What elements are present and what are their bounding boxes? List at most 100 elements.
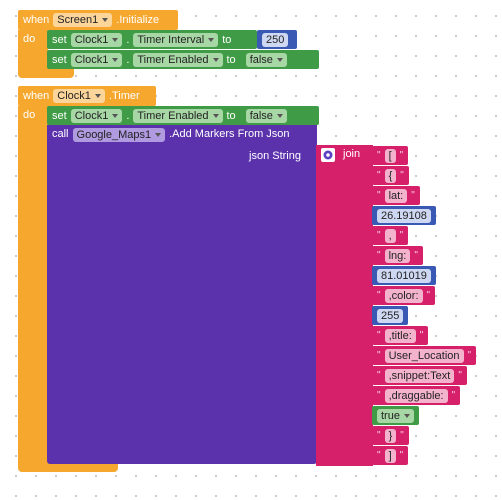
number-value[interactable]: 250 — [262, 32, 289, 47]
dropdown-value: Clock1 — [74, 109, 109, 122]
dropdown-value: false — [249, 109, 273, 122]
text-value[interactable]: lat: — [384, 188, 408, 203]
text-block[interactable]: " User_Location " — [372, 346, 477, 365]
dropdown[interactable]: Screen1 — [53, 13, 113, 27]
dot: . — [126, 53, 130, 66]
setter-block[interactable]: set Clock1 . Timer Enabled to false — [47, 106, 319, 125]
text-value[interactable]: } — [384, 428, 397, 443]
text-block[interactable]: " ,title: " — [372, 326, 429, 345]
param-label: json String — [249, 149, 301, 162]
logic-block[interactable]: true — [372, 406, 419, 425]
dropdown[interactable]: false — [245, 108, 287, 123]
quote: " — [411, 190, 415, 201]
quote: " — [399, 150, 404, 161]
dropdown-value: false — [249, 53, 273, 66]
text-block[interactable]: " ,snippet:Text " — [372, 366, 467, 385]
keyword: to — [226, 109, 236, 122]
keyword: set — [52, 33, 67, 46]
dropdown-arrow — [94, 94, 101, 98]
dropdown-arrow — [112, 113, 119, 118]
text-value[interactable]: ,title: — [384, 328, 416, 343]
dropdown[interactable]: Clock1 — [70, 108, 123, 123]
quote: " — [377, 350, 381, 361]
quote: " — [377, 250, 381, 261]
keyword: do — [23, 33, 36, 45]
text-value[interactable]: ,color: — [384, 288, 423, 303]
dropdown[interactable]: Timer Enabled — [133, 52, 223, 67]
dropdown-value: Timer Enabled — [137, 109, 209, 122]
quote: " — [377, 390, 381, 401]
event-header[interactable]: when Clock1 .Timer — [18, 86, 156, 106]
text-value[interactable]: User_Location — [384, 348, 464, 363]
quote: " — [377, 290, 381, 301]
number-block[interactable]: 255 — [372, 306, 409, 325]
text-value[interactable]: lng: — [384, 248, 411, 263]
text-value[interactable]: { — [384, 168, 397, 183]
number-block[interactable]: 250 — [257, 30, 297, 49]
text-block[interactable]: " ,draggable: " — [372, 386, 461, 405]
quote: " — [451, 390, 456, 401]
call-block[interactable]: call Google_Maps1 .Add Markers From Json — [47, 125, 317, 464]
dropdown[interactable]: Google_Maps1 — [72, 128, 166, 142]
text-block[interactable]: ", " — [372, 226, 409, 245]
keyword: when — [23, 90, 50, 102]
quote: " — [377, 170, 381, 181]
text-block[interactable]: " ,color: " — [372, 286, 436, 305]
text-value[interactable]: ] — [384, 448, 396, 463]
quote: " — [377, 450, 381, 461]
keyword: when — [23, 14, 50, 26]
quote: " — [467, 350, 472, 361]
keyword: set — [52, 53, 67, 66]
event-body: do — [18, 106, 48, 466]
event-name: .Timer — [108, 90, 140, 102]
dropdown-value: Clock1 — [74, 33, 109, 46]
keyword: call — [52, 128, 69, 140]
dropdown[interactable]: Clock1 — [70, 32, 123, 47]
text-block[interactable]: "[" — [372, 146, 409, 165]
dropdown[interactable]: Clock1 — [70, 52, 123, 67]
dropdown-arrow — [208, 37, 215, 42]
quote: " — [377, 150, 381, 161]
quote: " — [400, 170, 404, 181]
quote: " — [377, 370, 381, 381]
text-block[interactable]: "} " — [372, 426, 409, 445]
keyword: do — [23, 109, 36, 121]
event-header[interactable]: when Screen1 .Initialize — [18, 10, 178, 30]
event-body: do — [18, 30, 48, 70]
number-value[interactable]: 255 — [377, 308, 404, 323]
number-block[interactable]: 26.19108 — [372, 206, 436, 225]
quote: " — [414, 250, 418, 261]
number-value[interactable]: 26.19108 — [377, 208, 431, 223]
text-block[interactable]: " lng: " — [372, 246, 423, 265]
join-block[interactable]: join — [316, 145, 373, 466]
dropdown[interactable]: true — [377, 408, 414, 423]
dropdown-value: Timer Enabled — [137, 53, 209, 66]
dropdown-arrow — [112, 57, 119, 62]
dropdown[interactable]: Timer Enabled — [133, 108, 223, 123]
setter-block[interactable]: set Clock1 . Timer Interval to — [47, 30, 257, 49]
dropdown-arrow — [276, 113, 283, 118]
dropdown-arrow — [212, 113, 219, 118]
keyword: set — [52, 109, 67, 122]
number-block[interactable]: 81.01019 — [372, 266, 436, 285]
text-value[interactable]: ,snippet:Text — [384, 368, 455, 383]
quote: " — [399, 450, 404, 461]
event-footer — [18, 68, 74, 78]
text-value[interactable]: ,draggable: — [384, 388, 448, 403]
text-block[interactable]: " lat: " — [372, 186, 420, 205]
text-value[interactable]: [ — [384, 148, 396, 163]
dropdown[interactable]: false — [245, 52, 287, 67]
text-block[interactable]: "] " — [372, 446, 409, 465]
quote: " — [399, 230, 404, 241]
dropdown[interactable]: Clock1 — [53, 89, 105, 103]
mutator-gear[interactable] — [321, 148, 335, 162]
text-value[interactable]: , — [384, 228, 396, 243]
number-value[interactable]: 81.01019 — [377, 268, 431, 283]
quote: " — [377, 330, 381, 341]
setter-block[interactable]: set Clock1 . Timer Enabled to false — [47, 50, 319, 69]
text-block[interactable]: "{" — [372, 166, 409, 185]
dropdown-arrow — [155, 133, 162, 137]
quote: " — [377, 190, 381, 201]
keyword: join — [343, 148, 361, 160]
dropdown[interactable]: Timer Interval — [133, 32, 219, 47]
